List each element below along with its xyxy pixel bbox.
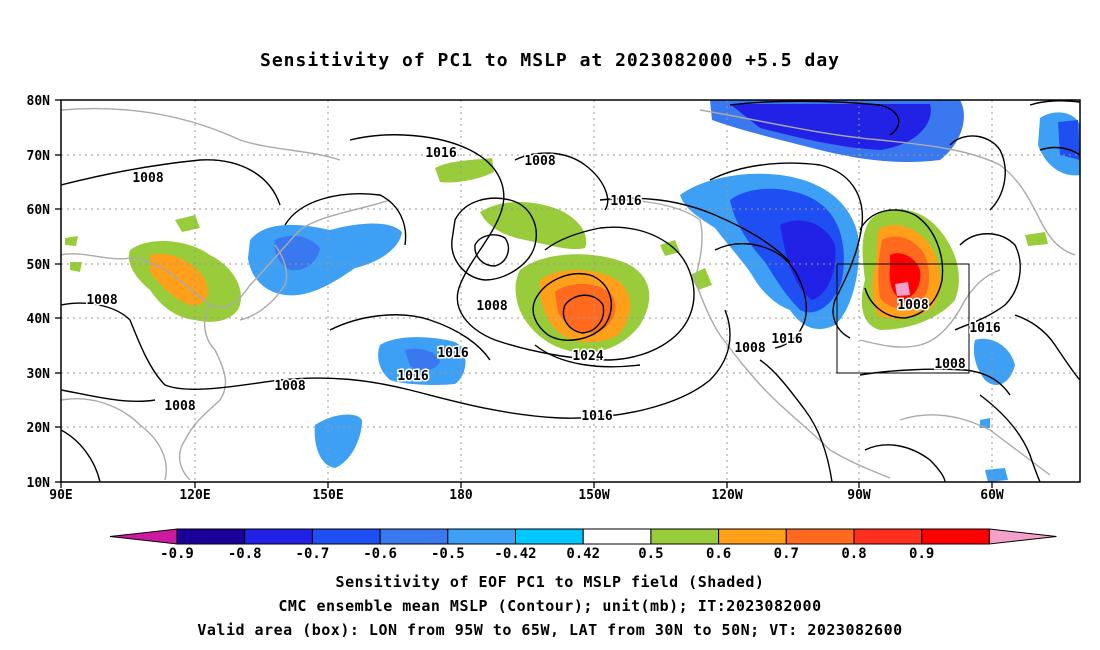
contour-label: 1016 [581, 409, 612, 424]
colorbar-label: -0.9 [160, 546, 194, 562]
lon-tick-label: 60W [980, 488, 1004, 503]
contour-label: 1016 [610, 194, 641, 209]
contour-label: 1024 [572, 349, 603, 364]
lat-tick-label: 30N [27, 367, 51, 382]
caption-line-1: Sensitivity of EOF PC1 to MSLP field (Sh… [335, 573, 765, 591]
lat-tick-label: 80N [27, 94, 51, 109]
colorbar-segment [379, 528, 449, 545]
colorbar-label: 0.42 [566, 546, 600, 562]
contour-label: 1016 [969, 321, 1000, 336]
colorbar-label: -0.5 [431, 546, 465, 562]
lat-tick-label: 60N [27, 203, 51, 218]
contour-label: 1008 [476, 299, 507, 314]
caption-line-3: Valid area (box): LON from 95W to 65W, L… [197, 621, 903, 639]
caption-line-2: CMC ensemble mean MSLP (Contour); unit(m… [278, 597, 822, 615]
colorbar-segment [176, 528, 246, 545]
lon-tick-label: 150W [578, 488, 609, 503]
colorbar: -0.9 -0.8 -0.7 -0.6 -0.5 -0.42 0.42 0.5 0.6 0.7 0.… [109, 528, 1057, 562]
colorbar-segment [785, 528, 855, 545]
colorbar-label: 0.8 [841, 546, 866, 562]
graticule [61, 100, 1080, 482]
contour-label: 1016 [771, 332, 802, 347]
contour-label: 1008 [934, 357, 965, 372]
colorbar-label: 0.6 [706, 546, 731, 562]
lat-tick-label: 10N [27, 476, 51, 491]
lon-tick-label: 150E [312, 488, 343, 503]
colorbar-label: -0.8 [228, 546, 262, 562]
colorbar-label: 0.9 [909, 546, 934, 562]
colorbar-segment [921, 528, 990, 545]
colorbar-label: -0.7 [296, 546, 330, 562]
colorbar-segment [718, 528, 787, 545]
lon-tick-label: 90W [847, 488, 871, 503]
contour-label: 1008 [524, 154, 555, 169]
contour-label: 1008 [164, 399, 195, 414]
lat-tick-label: 40N [27, 312, 51, 327]
colorbar-label: 0.5 [638, 546, 663, 562]
colorbar-label: -0.42 [494, 546, 536, 562]
colorbar-segment [244, 528, 313, 545]
colorbar-segment [447, 528, 516, 545]
lon-tick-label: 180 [449, 488, 473, 503]
colorbar-low-end [109, 528, 178, 545]
contour-label: 1008 [734, 341, 765, 356]
contour-label: 1008 [132, 171, 163, 186]
colorbar-high-end [988, 528, 1057, 545]
contour-label: 1016 [425, 146, 456, 161]
positive-sensitivity-alaska [435, 158, 494, 183]
colorbar-label: 0.7 [774, 546, 799, 562]
contour-label: 1008 [274, 379, 305, 394]
colorbar-segment [582, 528, 652, 545]
lon-tick-label: 120W [711, 488, 742, 503]
contour-label: 1008 [897, 298, 928, 313]
contour-label: 1016 [437, 346, 468, 361]
lat-tick-label: 20N [27, 421, 51, 436]
lon-tick-label: 90E [49, 488, 72, 503]
plot-title: Sensitivity of PC1 to MSLP at 2023082000… [259, 50, 840, 71]
contour-label: 1008 [86, 293, 117, 308]
colorbar-segment [311, 528, 381, 545]
lat-tick-label: 50N [27, 258, 51, 273]
mslp-contours [61, 100, 1080, 482]
lon-tick-label: 120E [179, 488, 210, 503]
lat-tick-label: 70N [27, 149, 51, 164]
colorbar-segment [853, 528, 923, 545]
valid-area-box [836, 263, 970, 374]
colorbar-label: -0.6 [363, 546, 397, 562]
coastlines [61, 107, 1076, 481]
colorbar-segment [515, 528, 584, 545]
colorbar-segment [650, 528, 720, 545]
contour-label: 1016 [397, 369, 428, 384]
